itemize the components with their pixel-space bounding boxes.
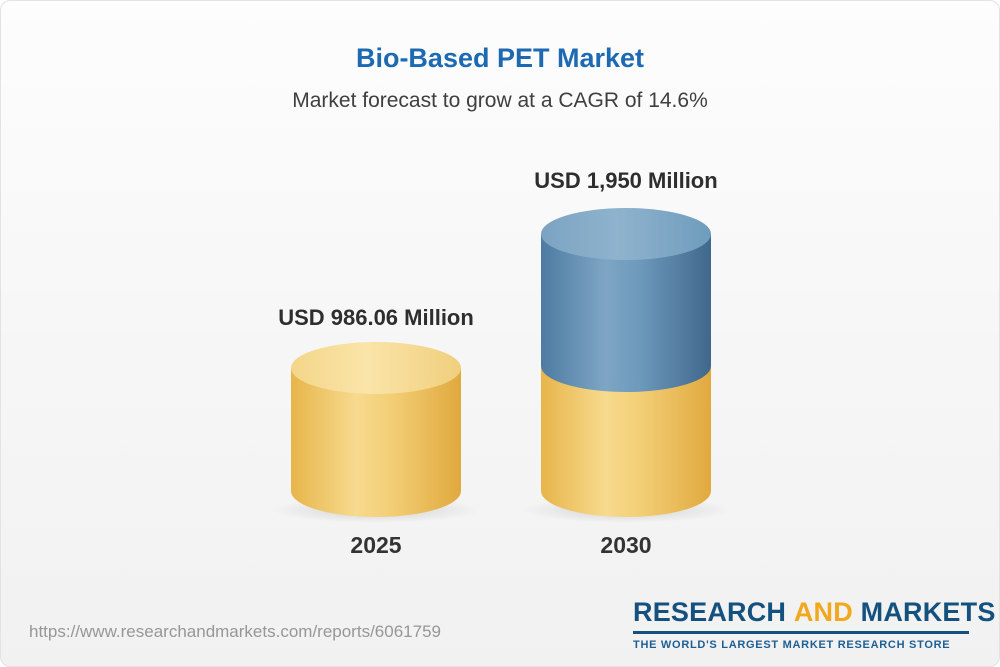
research-and-markets-logo: RESEARCH AND MARKETS THE WORLD'S LARGEST…	[633, 597, 995, 651]
logo-word-and: AND	[793, 597, 853, 627]
category-label-2030: 2030	[600, 532, 652, 558]
report-url: https://www.researchandmarkets.com/repor…	[29, 622, 441, 641]
bar-2030-cylinder	[541, 208, 711, 517]
bar-2025-cylinder	[291, 342, 461, 517]
logo-word-research: RESEARCH	[633, 597, 787, 627]
bar-2025-top-cap	[291, 342, 461, 394]
bar-2030-top-cap	[541, 208, 711, 260]
value-label-2025: USD 986.06 Million	[278, 305, 474, 330]
chart-subtitle: Market forecast to grow at a CAGR of 14.…	[292, 89, 708, 112]
logo-tagline: THE WORLD'S LARGEST MARKET RESEARCH STOR…	[633, 639, 951, 651]
logo-word-markets: MARKETS	[860, 597, 996, 627]
logo-divider-rule	[633, 631, 969, 634]
logo-wordmark: RESEARCH AND MARKETS	[633, 597, 995, 628]
value-label-2030: USD 1,950 Million	[534, 168, 718, 193]
chart-title: Bio-Based PET Market	[355, 43, 645, 73]
category-label-2025: 2025	[350, 532, 402, 558]
